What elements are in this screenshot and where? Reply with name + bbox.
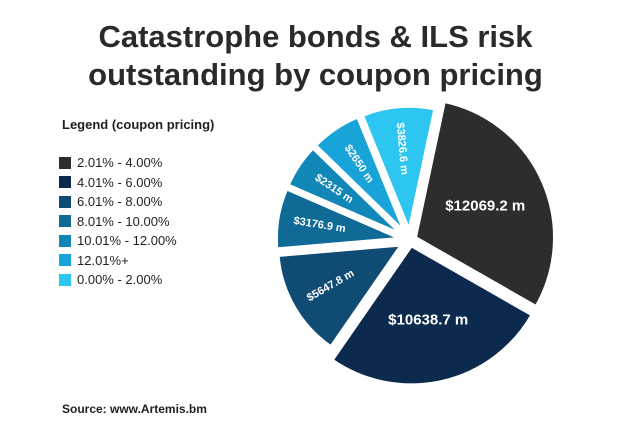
legend-label: 4.01% - 6.00% — [77, 174, 163, 190]
pie-slice — [276, 243, 405, 349]
legend-label: 6.01% - 8.00% — [77, 194, 163, 210]
legend-label: 8.01% - 10.00% — [77, 213, 170, 229]
pie-slice — [274, 187, 401, 251]
legend-title: Legend (coupon pricing) — [62, 117, 215, 132]
pie-slice — [313, 115, 406, 233]
legend-item: 12.01%+ — [59, 251, 177, 271]
legend-item: 4.01% - 6.00% — [59, 173, 177, 193]
legend-item: 8.01% - 10.00% — [59, 212, 177, 232]
legend-label: 12.01%+ — [77, 252, 129, 268]
pie-slice — [360, 104, 437, 236]
legend-label: 0.00% - 2.00% — [77, 272, 163, 288]
legend-item: 6.01% - 8.00% — [59, 192, 177, 212]
legend-item: 0.00% - 2.00% — [59, 270, 177, 290]
legend-label: 10.01% - 12.00% — [77, 233, 177, 249]
chart-title: Catastrophe bonds & ILS risk outstanding… — [0, 18, 631, 94]
legend-item: 2.01% - 4.00% — [59, 153, 177, 173]
legend-swatch — [59, 254, 71, 267]
chart-title-line-2: outstanding by coupon pricing — [88, 57, 543, 92]
legend-label: 2.01% - 4.00% — [77, 155, 163, 171]
pie-slice — [286, 146, 403, 236]
legend-swatch — [59, 156, 71, 169]
legend-swatch — [59, 195, 71, 208]
slice-data-label: $10638.7 m — [388, 311, 468, 328]
legend: 2.01% - 4.00% 4.01% - 6.00% 6.01% - 8.00… — [59, 153, 177, 290]
slice-data-label: $12069.2 m — [445, 197, 525, 214]
pie-slice — [413, 99, 556, 309]
legend-swatch — [59, 176, 71, 189]
chart-title-line-1: Catastrophe bonds & ILS risk — [98, 19, 533, 54]
slice-data-label: $3826.6 m — [394, 122, 411, 176]
legend-item: 10.01% - 12.00% — [59, 231, 177, 251]
legend-swatch — [59, 215, 71, 228]
source-note: Source: www.Artemis.bm — [62, 402, 207, 416]
pie-slice — [330, 243, 535, 387]
legend-swatch — [59, 273, 71, 286]
legend-swatch — [59, 234, 71, 247]
